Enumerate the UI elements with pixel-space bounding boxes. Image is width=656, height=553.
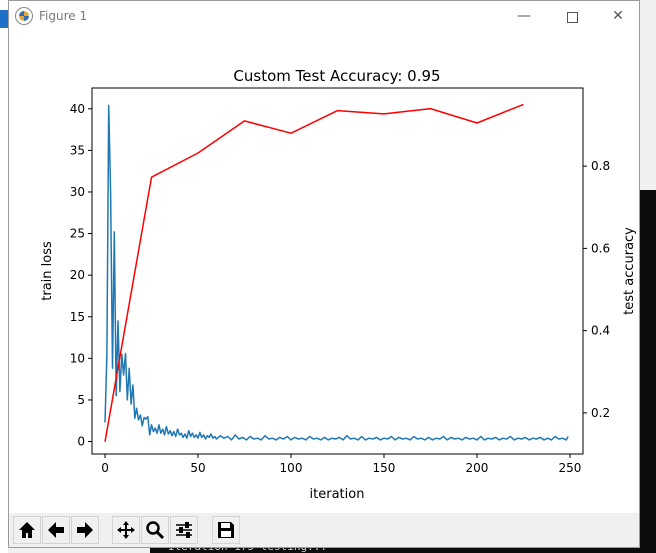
terminal-background-right xyxy=(640,190,656,553)
navigation-toolbar xyxy=(9,513,639,547)
arrow-left-icon xyxy=(48,522,64,538)
axes-frame xyxy=(91,87,584,455)
x-tick-label: 50 xyxy=(190,461,205,475)
zoom-button[interactable] xyxy=(141,516,169,544)
x-tick-label: 100 xyxy=(280,461,303,475)
magnifier-icon xyxy=(146,521,165,540)
figure-window: Figure 1 — ✕ Custom Test Accuracy: 0.95 … xyxy=(8,0,640,548)
y-tick-label-right: 0.8 xyxy=(591,159,610,173)
y-tick-label-left: 10 xyxy=(70,351,85,365)
y-tick-label-left: 5 xyxy=(77,393,85,407)
x-tick-label: 150 xyxy=(373,461,396,475)
sliders-icon xyxy=(176,522,192,538)
desktop-background-left xyxy=(0,0,8,553)
y-tick-label-left: 30 xyxy=(70,185,85,199)
save-button[interactable] xyxy=(212,516,240,544)
arrow-right-icon xyxy=(77,522,93,538)
forward-button[interactable] xyxy=(71,516,99,544)
title-bar[interactable]: Figure 1 — ✕ xyxy=(9,1,639,32)
chart: Custom Test Accuracy: 0.95 0 5 10 15 20 25 30 3… xyxy=(40,67,637,502)
background-window-tab xyxy=(0,10,8,28)
configure-subplots-button[interactable] xyxy=(170,516,198,544)
matplotlib-app-icon xyxy=(15,7,33,25)
plot-area xyxy=(104,103,569,442)
maximize-icon xyxy=(566,12,578,23)
test-accuracy-line xyxy=(104,103,524,442)
x-axis-ticks: 0 50 100 150 200 250 xyxy=(101,454,581,475)
move-icon xyxy=(117,521,135,539)
y-tick-label-left: 25 xyxy=(70,227,85,241)
y-tick-label-right: 0.2 xyxy=(591,406,610,420)
train-loss-line xyxy=(104,104,569,441)
close-icon: ✕ xyxy=(612,8,624,24)
home-button[interactable] xyxy=(13,516,41,544)
floppy-disk-icon xyxy=(218,522,234,538)
left-axis-ticks: 0 5 10 15 20 25 30 35 40 xyxy=(70,102,92,449)
minimize-icon: — xyxy=(517,8,531,24)
close-button[interactable]: ✕ xyxy=(595,1,641,32)
y-tick-label-left: 35 xyxy=(70,143,85,157)
figure-canvas[interactable]: Custom Test Accuracy: 0.95 0 5 10 15 20 25 30 3… xyxy=(9,32,639,513)
back-button[interactable] xyxy=(42,516,70,544)
y-tick-label-right: 0.4 xyxy=(591,324,610,338)
home-icon xyxy=(19,522,35,538)
window-title: Figure 1 xyxy=(39,9,88,23)
y-tick-label-left: 0 xyxy=(77,435,85,449)
y-tick-label-left: 20 xyxy=(70,268,85,282)
x-tick-label: 200 xyxy=(466,461,489,475)
x-tick-label: 250 xyxy=(559,461,582,475)
pan-button[interactable] xyxy=(112,516,140,544)
y-tick-label-left: 15 xyxy=(70,310,85,324)
right-axis-ticks: 0.2 0.4 0.6 0.8 xyxy=(583,159,610,420)
y-tick-label-right: 0.6 xyxy=(591,241,610,255)
maximize-button[interactable] xyxy=(549,1,595,32)
y-axis-label-right: test accuracy xyxy=(622,227,637,315)
y-tick-label-left: 40 xyxy=(70,102,85,116)
x-tick-label: 0 xyxy=(101,461,109,475)
x-axis-label: iteration xyxy=(310,487,365,502)
minimize-button[interactable]: — xyxy=(501,1,547,32)
chart-title: Custom Test Accuracy: 0.95 xyxy=(233,67,440,85)
y-axis-label-left: train loss xyxy=(40,241,55,301)
